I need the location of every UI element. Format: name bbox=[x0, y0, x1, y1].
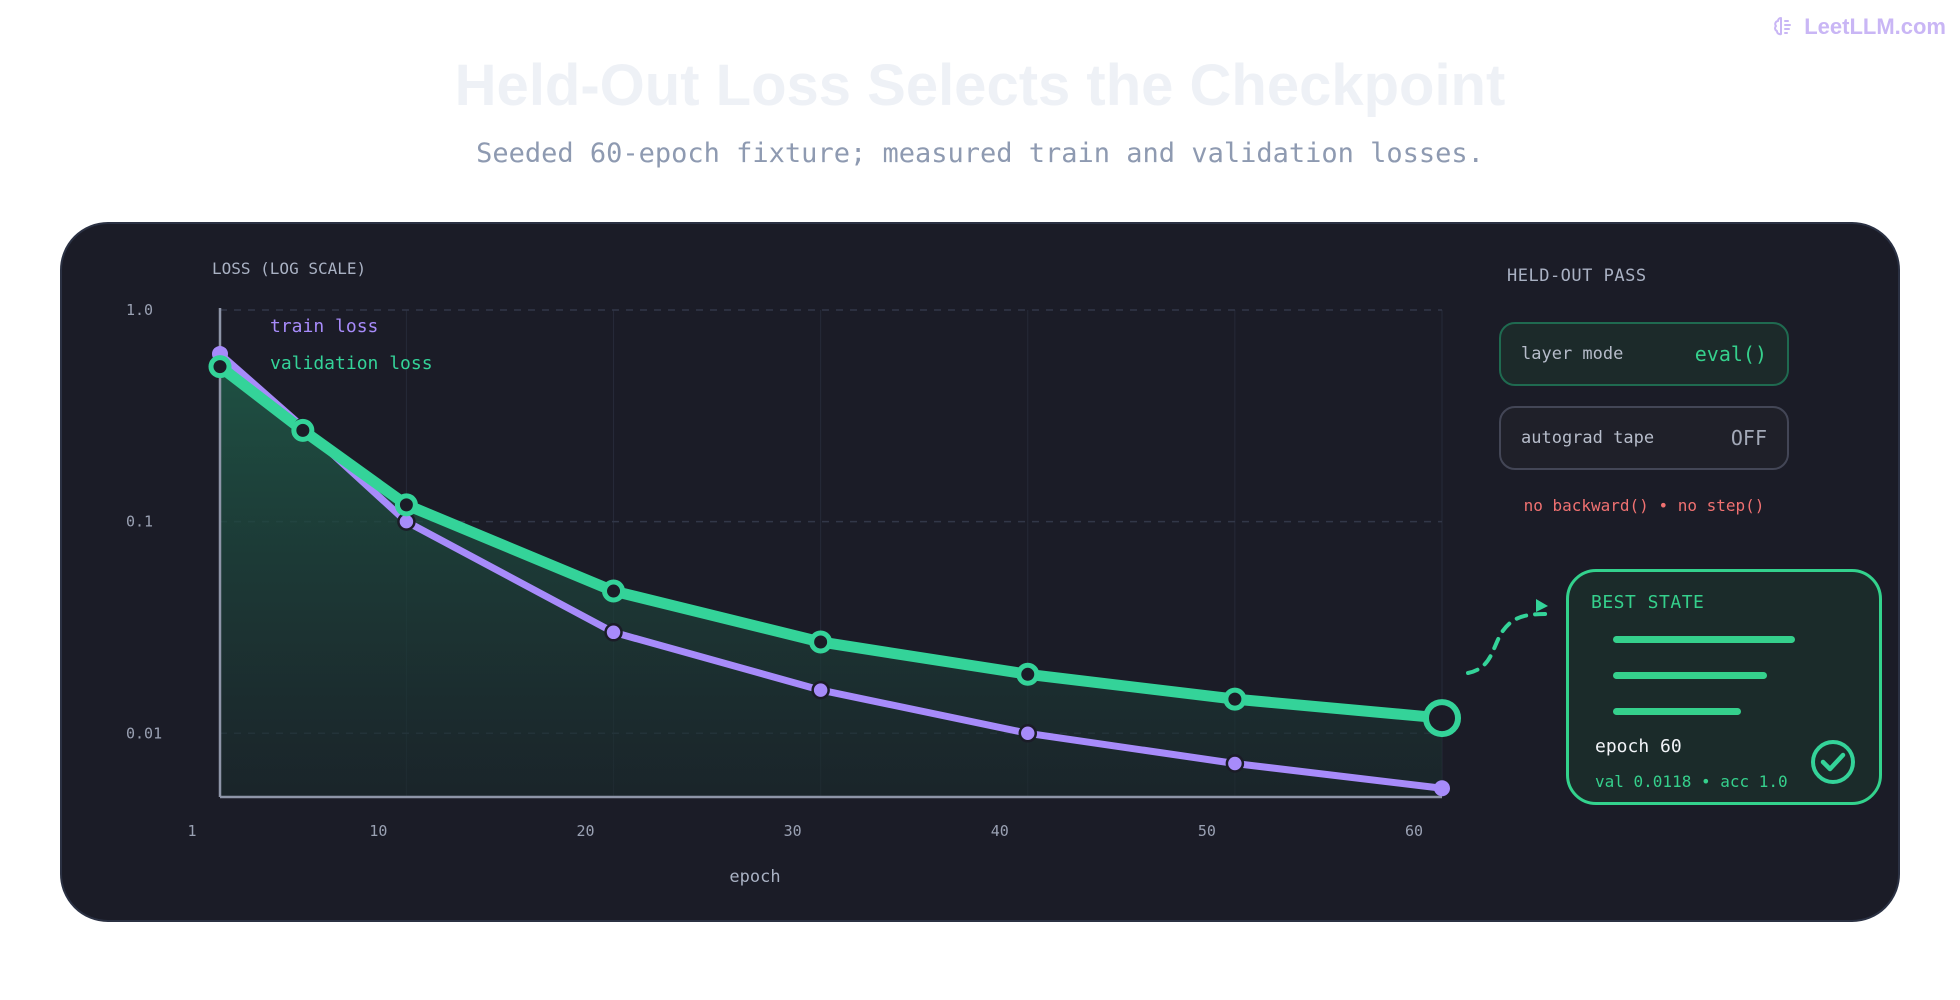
held-out-label: HELD-OUT PASS bbox=[1507, 266, 1647, 286]
best-checkpoint-point bbox=[1423, 699, 1461, 738]
train-point bbox=[1018, 724, 1038, 743]
state-bar bbox=[1613, 672, 1767, 679]
layer-mode-row: layer mode eval() bbox=[1499, 322, 1789, 386]
validation-area bbox=[220, 366, 1442, 797]
y-tick-label: 0.1 bbox=[126, 513, 153, 531]
autograd-tape-row: autograd tape OFF bbox=[1499, 406, 1789, 470]
brand-logo[interactable]: LeetLLM.com bbox=[1772, 14, 1946, 40]
best-stats: val 0.0118 • acc 1.0 bbox=[1595, 772, 1788, 791]
best-state-title: BEST STATE bbox=[1591, 592, 1705, 613]
page-title: Held-Out Loss Selects the Checkpoint bbox=[454, 53, 1506, 118]
y-tick-label: 0.01 bbox=[126, 724, 162, 742]
x-tick-label: 20 bbox=[576, 822, 594, 840]
train-point bbox=[1434, 780, 1450, 797]
x-tick-label: 50 bbox=[1198, 822, 1216, 840]
validation-point bbox=[291, 418, 315, 442]
train-point bbox=[1225, 754, 1245, 773]
x-axis-label: epoch bbox=[729, 867, 780, 887]
validation-point bbox=[602, 579, 626, 603]
autograd-tape-label: autograd tape bbox=[1521, 428, 1655, 448]
validation-point bbox=[208, 355, 232, 379]
x-tick-label: 1 bbox=[187, 822, 196, 840]
legend-train: train loss bbox=[270, 316, 378, 337]
legend-validation: validation loss bbox=[270, 353, 433, 374]
chart-panel: 1.0 0.1 0.01 1 10 20 30 40 50 60 LOSS (LOG SCALE) e… bbox=[60, 222, 1900, 922]
no-backward-note: no backward() • no step() bbox=[1523, 496, 1765, 515]
state-bar bbox=[1613, 636, 1795, 643]
validation-point bbox=[809, 630, 833, 654]
page-subtitle: Seeded 60-epoch fixture; measured train … bbox=[476, 138, 1484, 169]
state-bar bbox=[1613, 708, 1741, 715]
x-tick-label: 30 bbox=[784, 822, 802, 840]
best-epoch: epoch 60 bbox=[1595, 736, 1682, 757]
layer-mode-label: layer mode bbox=[1521, 344, 1624, 364]
series-line-validation bbox=[214, 361, 1448, 724]
brand-name: LeetLLM.com bbox=[1804, 14, 1946, 39]
x-tick-label: 10 bbox=[369, 822, 387, 840]
validation-point bbox=[1016, 662, 1040, 686]
validation-point bbox=[1223, 687, 1247, 711]
layer-mode-value: eval() bbox=[1694, 342, 1767, 366]
autograd-tape-value: OFF bbox=[1730, 426, 1767, 450]
train-point bbox=[811, 680, 830, 700]
y-tick-label: 1.0 bbox=[126, 301, 153, 319]
train-point bbox=[604, 623, 623, 642]
brain-icon bbox=[1774, 17, 1792, 36]
x-tick-label: 40 bbox=[991, 822, 1009, 840]
check-circle-icon bbox=[1811, 740, 1855, 784]
loss-chart: 1.0 0.1 0.01 1 10 20 30 40 50 60 LOSS (LOG SCALE) e… bbox=[126, 259, 1461, 887]
validation-point bbox=[394, 493, 418, 517]
y-axis-label: LOSS (LOG SCALE) bbox=[212, 259, 366, 278]
x-tick-label: 60 bbox=[1405, 822, 1423, 840]
best-state-card: BEST STATE epoch 60 val 0.0118 • acc 1.0 bbox=[1566, 569, 1882, 805]
handoff-arrow bbox=[1466, 599, 1548, 675]
